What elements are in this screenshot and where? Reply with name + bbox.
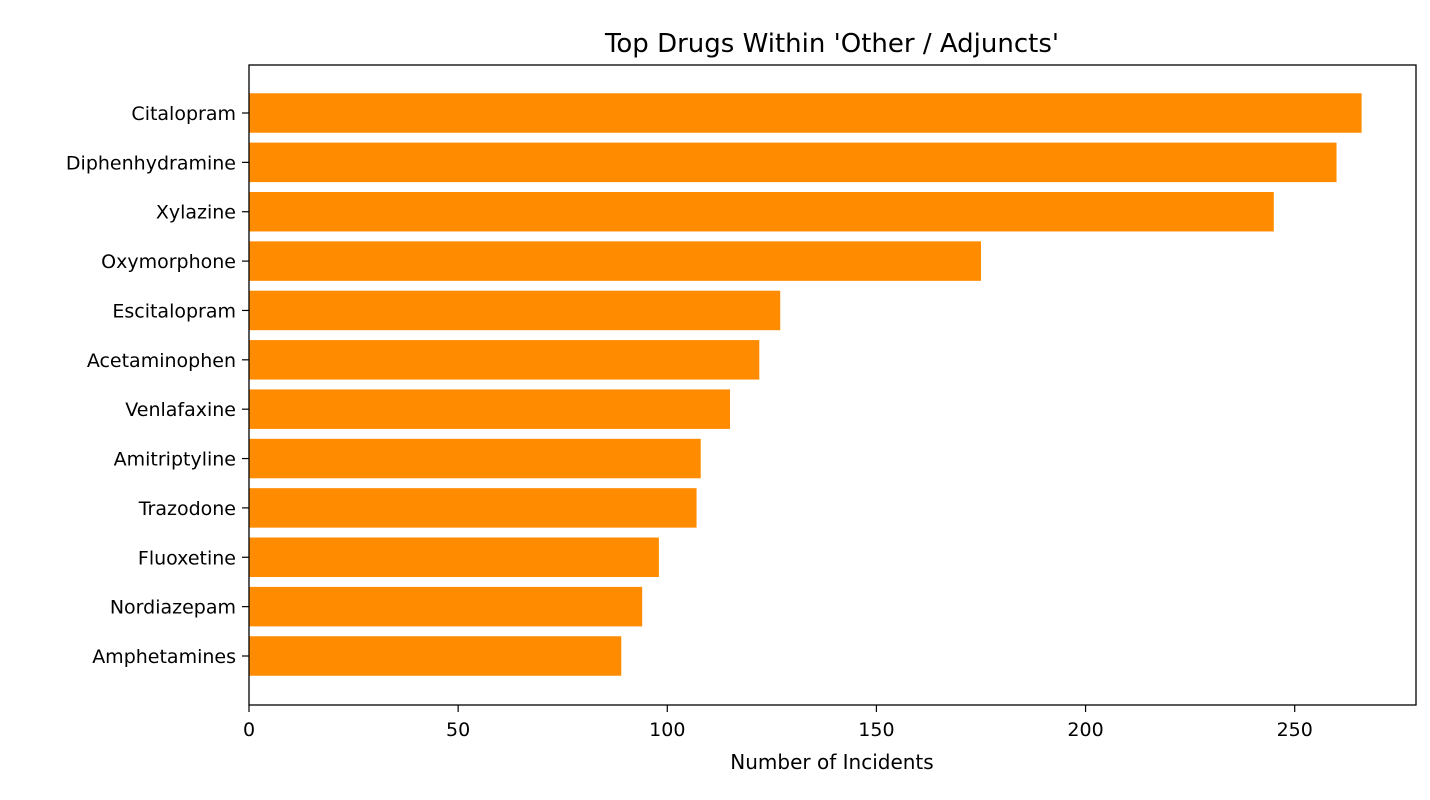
x-tick-label: 150 xyxy=(858,719,894,741)
x-tick-label: 200 xyxy=(1067,719,1103,741)
bar-nordiazepam xyxy=(249,586,643,627)
x-tick-label: 0 xyxy=(243,719,255,741)
bar-citalopram xyxy=(249,93,1362,133)
y-tick-label: Nordiazepam xyxy=(110,597,236,619)
y-tick-label: Escitalopram xyxy=(112,300,236,322)
x-tick-label: 100 xyxy=(649,719,685,741)
x-tick-label: 250 xyxy=(1277,719,1313,741)
bar-amitriptyline xyxy=(249,438,701,479)
bar-acetaminophen xyxy=(249,340,760,380)
y-tick-label: Citalopram xyxy=(131,103,236,125)
bar-oxymorphone xyxy=(249,241,981,281)
y-tick-label: Amphetamines xyxy=(92,646,236,668)
bar-xylazine xyxy=(249,191,1274,232)
plot-frame xyxy=(248,64,1417,706)
y-tick-label: Diphenhydramine xyxy=(66,152,236,174)
bar-fluoxetine xyxy=(249,537,659,578)
y-tick-label: Trazodone xyxy=(138,498,236,520)
bar-trazodone xyxy=(249,488,697,528)
x-tick-label: 50 xyxy=(446,719,470,741)
y-tick-labels: Citalopram Diphenhydramine Xylazine Oxymorp… xyxy=(66,103,249,668)
y-tick-label: Venlafaxine xyxy=(125,399,236,421)
y-tick-label: Amitriptyline xyxy=(114,449,236,471)
bar-diphenhydramine xyxy=(249,142,1337,183)
y-tick-label: Acetaminophen xyxy=(87,350,236,372)
y-tick-label: Fluoxetine xyxy=(138,547,236,569)
bar-escitalopram xyxy=(249,290,781,331)
bars-group xyxy=(249,93,1362,676)
bar-venlafaxine xyxy=(249,389,731,429)
chart-title: Top Drugs Within 'Other / Adjuncts' xyxy=(604,29,1059,59)
bar-amphetamines xyxy=(249,636,622,676)
y-tick-label: Xylazine xyxy=(156,202,236,224)
y-tick-label: Oxymorphone xyxy=(101,251,236,273)
x-axis-label: Number of Incidents xyxy=(730,750,933,774)
x-tick-labels: 0 50 100 150 200 250 xyxy=(243,705,1313,741)
